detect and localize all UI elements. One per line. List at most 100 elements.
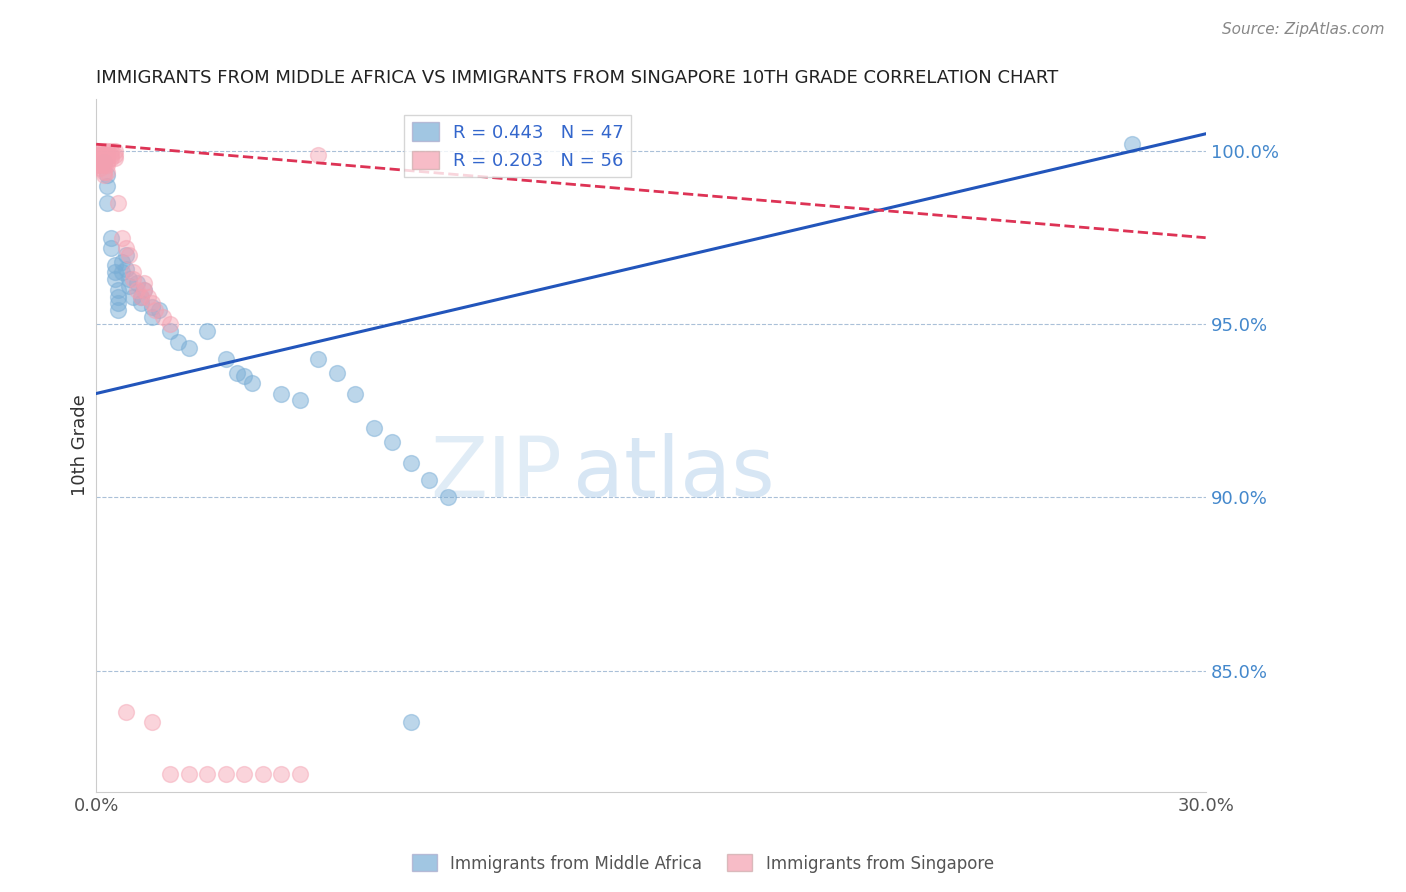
Point — [159, 318, 181, 332]
Point — [93, 158, 115, 172]
Point — [141, 300, 163, 314]
Point — [89, 144, 111, 158]
Point — [136, 289, 159, 303]
Legend: R = 0.443   N = 47, R = 0.203   N = 56: R = 0.443 N = 47, R = 0.203 N = 56 — [405, 115, 631, 178]
Point — [288, 767, 311, 781]
Point — [89, 154, 111, 169]
Point — [96, 178, 118, 193]
Point — [159, 324, 181, 338]
Point — [100, 144, 122, 158]
Point — [84, 144, 107, 158]
Point — [399, 456, 422, 470]
Point — [143, 303, 166, 318]
Point — [307, 147, 329, 161]
Point — [141, 715, 163, 730]
Point — [93, 144, 115, 158]
Point — [177, 767, 200, 781]
Point — [118, 248, 141, 262]
Point — [166, 334, 188, 349]
Point — [89, 151, 111, 165]
Point — [125, 276, 148, 290]
Point — [100, 241, 122, 255]
Point — [152, 310, 174, 325]
Point — [1121, 137, 1143, 152]
Point — [107, 296, 129, 310]
Point — [100, 147, 122, 161]
Point — [104, 151, 127, 165]
Point — [118, 272, 141, 286]
Point — [399, 715, 422, 730]
Text: IMMIGRANTS FROM MIDDLE AFRICA VS IMMIGRANTS FROM SINGAPORE 10TH GRADE CORRELATIO: IMMIGRANTS FROM MIDDLE AFRICA VS IMMIGRA… — [96, 69, 1059, 87]
Point — [252, 767, 274, 781]
Point — [233, 767, 256, 781]
Point — [84, 154, 107, 169]
Point — [93, 151, 115, 165]
Point — [118, 279, 141, 293]
Point — [288, 393, 311, 408]
Y-axis label: 10th Grade: 10th Grade — [72, 394, 89, 496]
Point — [84, 151, 107, 165]
Point — [225, 366, 247, 380]
Point — [96, 158, 118, 172]
Point — [270, 386, 292, 401]
Point — [134, 276, 156, 290]
Point — [214, 351, 236, 366]
Point — [93, 169, 115, 183]
Point — [233, 369, 256, 384]
Point — [114, 248, 136, 262]
Point — [93, 147, 115, 161]
Text: ZIP: ZIP — [430, 433, 562, 514]
Point — [177, 342, 200, 356]
Point — [122, 272, 145, 286]
Point — [214, 767, 236, 781]
Point — [84, 147, 107, 161]
Point — [381, 434, 404, 449]
Point — [325, 366, 347, 380]
Point — [100, 151, 122, 165]
Point — [107, 196, 129, 211]
Point — [122, 289, 145, 303]
Point — [104, 147, 127, 161]
Point — [104, 144, 127, 158]
Point — [270, 767, 292, 781]
Point — [129, 289, 152, 303]
Point — [134, 283, 156, 297]
Point — [111, 265, 134, 279]
Point — [195, 324, 218, 338]
Point — [159, 767, 181, 781]
Text: Source: ZipAtlas.com: Source: ZipAtlas.com — [1222, 22, 1385, 37]
Point — [418, 473, 440, 487]
Point — [148, 303, 170, 318]
Point — [111, 255, 134, 269]
Point — [114, 241, 136, 255]
Point — [363, 421, 385, 435]
Point — [89, 147, 111, 161]
Point — [107, 283, 129, 297]
Point — [129, 289, 152, 303]
Point — [129, 296, 152, 310]
Point — [107, 289, 129, 303]
Point — [96, 147, 118, 161]
Point — [96, 144, 118, 158]
Point — [96, 196, 118, 211]
Point — [96, 169, 118, 183]
Point — [344, 386, 367, 401]
Point — [122, 265, 145, 279]
Point — [96, 154, 118, 169]
Point — [141, 296, 163, 310]
Point — [107, 303, 129, 318]
Point — [100, 230, 122, 244]
Point — [125, 283, 148, 297]
Point — [104, 265, 127, 279]
Point — [195, 767, 218, 781]
Point — [96, 165, 118, 179]
Point — [240, 376, 263, 391]
Point — [93, 154, 115, 169]
Point — [93, 154, 115, 169]
Point — [84, 158, 107, 172]
Point — [111, 230, 134, 244]
Point — [93, 165, 115, 179]
Point — [96, 151, 118, 165]
Point — [89, 158, 111, 172]
Point — [104, 272, 127, 286]
